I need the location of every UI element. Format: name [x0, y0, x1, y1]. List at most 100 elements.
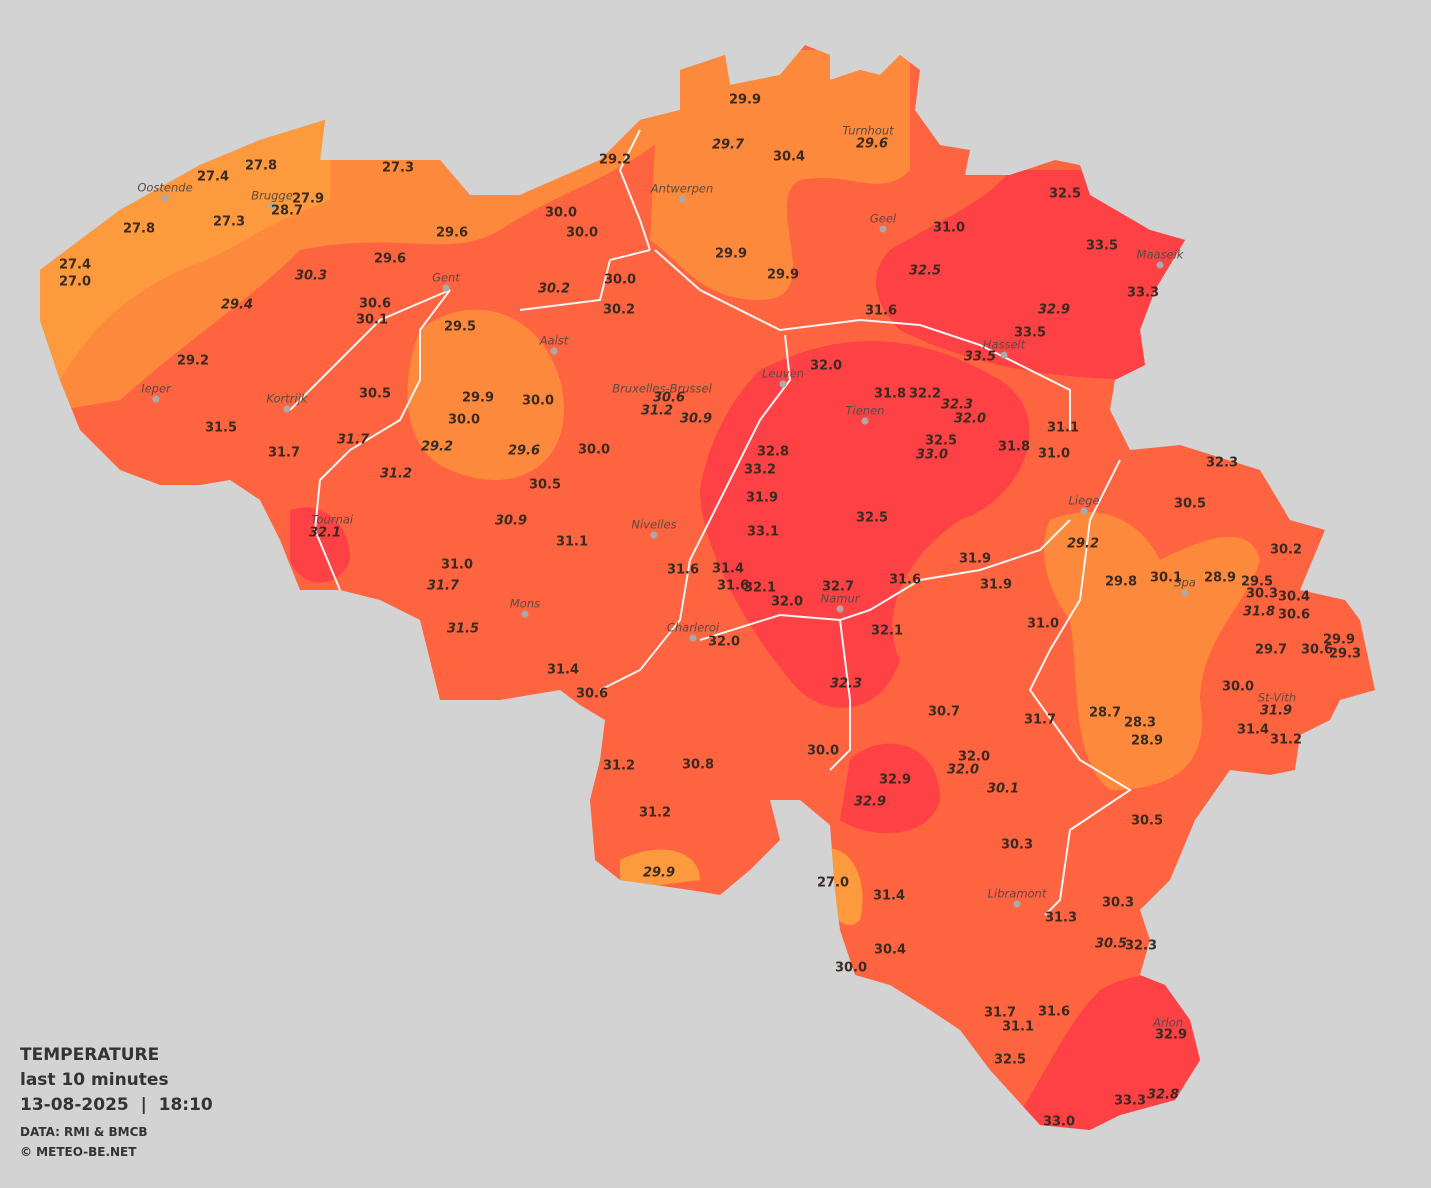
station-reading: 30.0	[566, 226, 598, 241]
city-label: Gent	[432, 271, 460, 285]
city-label: Spa	[1174, 576, 1196, 590]
station-reading: 31.1	[1002, 1020, 1034, 1035]
station-reading: 29.7	[1255, 643, 1287, 658]
station-reading: 33.2	[744, 463, 776, 478]
station-reading: 31.9	[746, 491, 778, 506]
station-reading: 32.8	[1147, 1088, 1179, 1103]
city-dot	[442, 284, 450, 292]
station-reading: 27.4	[197, 170, 229, 185]
station-reading: 32.3	[1125, 939, 1157, 954]
city-label: Oostende	[137, 181, 192, 195]
station-reading: 30.6	[1278, 608, 1310, 623]
station-reading: 29.9	[462, 391, 494, 406]
city-dot	[283, 405, 291, 413]
station-reading: 30.4	[773, 150, 805, 165]
city-label: Aalst	[539, 334, 569, 348]
city-label: Ieper	[141, 382, 172, 396]
station-reading: 30.7	[928, 705, 960, 720]
station-reading: 30.1	[1150, 571, 1182, 586]
station-reading: 31.6	[889, 573, 921, 588]
station-reading: 31.8	[1243, 605, 1275, 620]
station-reading: 31.7	[1024, 713, 1056, 728]
station-reading: 28.3	[1124, 716, 1156, 731]
city-dot	[650, 531, 658, 539]
station-reading: 31.7	[268, 446, 300, 461]
station-reading: 30.3	[1001, 838, 1033, 853]
station-reading: 32.3	[830, 677, 862, 692]
city-dot	[779, 380, 787, 388]
city-dot	[268, 202, 276, 210]
station-reading: 27.3	[382, 161, 414, 176]
station-reading: 27.0	[817, 876, 849, 891]
city-label: Nivelles	[631, 518, 676, 532]
station-reading: 30.5	[1095, 937, 1127, 952]
city-dot	[161, 194, 169, 202]
station-reading: 32.1	[744, 581, 776, 596]
station-reading: 31.2	[603, 759, 635, 774]
station-reading: 32.3	[941, 398, 973, 413]
station-reading: 32.5	[856, 511, 888, 526]
station-reading: 32.0	[771, 595, 803, 610]
station-reading: 30.9	[495, 514, 527, 529]
station-reading: 32.1	[871, 624, 903, 639]
city-dot	[152, 395, 160, 403]
station-reading: 28.9	[1204, 571, 1236, 586]
station-reading: 29.9	[1323, 633, 1355, 648]
station-reading: 31.0	[441, 558, 473, 573]
legend-title: TEMPERATURE	[20, 1045, 159, 1065]
station-reading: 30.0	[835, 961, 867, 976]
station-reading: 31.6	[865, 304, 897, 319]
station-reading: 27.3	[213, 215, 245, 230]
station-reading: 31.5	[447, 622, 479, 637]
station-reading: 33.0	[1043, 1115, 1075, 1130]
station-reading: 30.1	[356, 313, 388, 328]
station-reading: 33.0	[916, 448, 948, 463]
station-reading: 31.4	[547, 663, 579, 678]
station-reading: 31.7	[984, 1006, 1016, 1021]
station-reading: 32.3	[1206, 456, 1238, 471]
station-reading: 29.9	[767, 268, 799, 283]
station-reading: 30.3	[1246, 587, 1278, 602]
station-reading: 28.7	[1089, 706, 1121, 721]
station-reading: 31.9	[980, 578, 1012, 593]
city-label: Bruxelles-Brussel	[612, 382, 712, 396]
station-reading: 32.0	[708, 635, 740, 650]
station-reading: 29.5	[444, 320, 476, 335]
city-dot	[861, 417, 869, 425]
station-reading: 30.6	[1301, 643, 1333, 658]
station-reading: 29.2	[1067, 537, 1099, 552]
station-reading: 31.6	[717, 579, 749, 594]
station-reading: 30.5	[1131, 814, 1163, 829]
station-reading: 30.0	[448, 413, 480, 428]
city-label: Maaseik	[1137, 248, 1185, 262]
station-reading: 31.9	[959, 552, 991, 567]
station-reading: 32.0	[958, 750, 990, 765]
station-reading: 32.9	[1155, 1028, 1187, 1043]
station-reading: 32.2	[909, 387, 941, 402]
station-reading: 27.9	[292, 192, 324, 207]
station-reading: 31.1	[1047, 421, 1079, 436]
station-reading: 32.0	[810, 359, 842, 374]
station-reading: 29.6	[856, 137, 888, 152]
city-label: Turnhout	[842, 124, 894, 138]
station-reading: 31.3	[1045, 911, 1077, 926]
station-reading: 30.2	[538, 282, 570, 297]
station-reading: 30.0	[1222, 680, 1254, 695]
station-reading: 30.5	[1174, 497, 1206, 512]
station-reading: 29.7	[712, 138, 745, 153]
city-label: Antwerpen	[650, 182, 714, 196]
station-reading: 29.8	[1105, 575, 1137, 590]
rivers	[289, 129, 1132, 916]
station-reading: 29.6	[374, 252, 406, 267]
station-reading: 31.8	[998, 440, 1030, 455]
city-dot	[550, 347, 558, 355]
station-reading: 29.9	[729, 93, 761, 108]
legend-credit: © METEO-BE.NET	[20, 1145, 137, 1159]
station-reading: 31.1	[556, 535, 588, 550]
station-reading: 31.2	[1270, 733, 1302, 748]
city-label: Tournai	[311, 513, 354, 527]
station-reading: 32.9	[854, 795, 886, 810]
station-reading: 31.7	[427, 579, 460, 594]
station-reading: 31.2	[639, 806, 671, 821]
station-reading: 31.8	[874, 387, 906, 402]
